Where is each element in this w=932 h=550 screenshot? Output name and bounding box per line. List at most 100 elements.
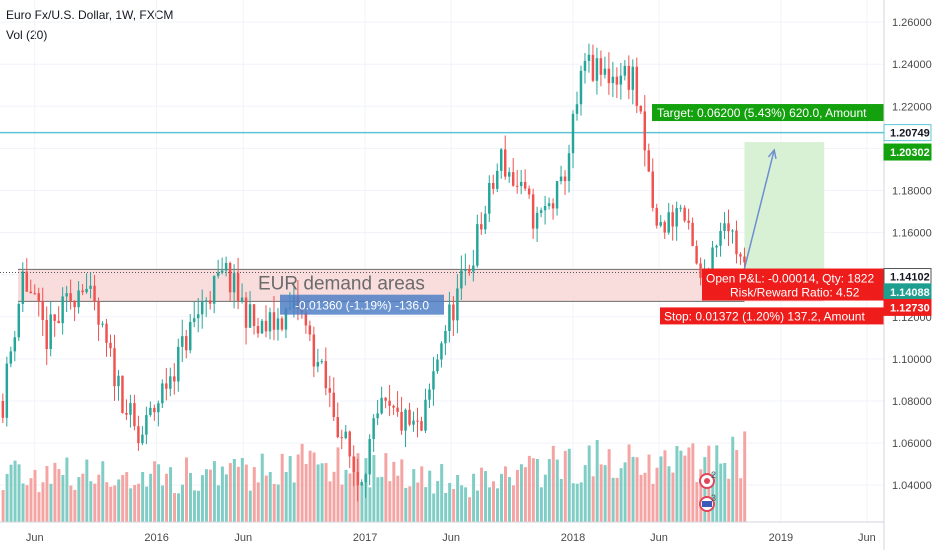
candle-body: [244, 297, 248, 328]
projection-arrow[interactable]: [743, 149, 775, 269]
candle-body: [368, 439, 371, 475]
candle-body: [575, 104, 579, 114]
volume-bar: [448, 482, 452, 522]
volume-bar: [133, 485, 137, 522]
volume-bar: [368, 487, 372, 522]
volume-bar: [49, 483, 53, 522]
candle-body: [268, 312, 272, 332]
candle-body: [699, 263, 702, 278]
candle-body: [29, 291, 32, 294]
volume-bar: [348, 473, 352, 522]
volume-bar: [137, 483, 141, 522]
candle-body: [105, 323, 108, 343]
volume-bar: [396, 475, 400, 522]
target-label-bg: [652, 104, 884, 122]
candle-body: [444, 330, 447, 344]
measure-box: [280, 294, 444, 315]
volume-bar: [543, 474, 547, 522]
candle-body: [460, 270, 463, 289]
candle-body: [651, 171, 654, 208]
price-axis[interactable]: 1.260001.240001.220001.200001.180001.160…: [892, 17, 932, 492]
candle-body: [236, 273, 240, 302]
time-axis[interactable]: Jun 2016 Jun 2017 Jun 2018 Jun 2019 Jun: [26, 532, 876, 544]
stop-label-group[interactable]: Stop: 0.01372 (1.20%) 137.2, Amount: [660, 307, 884, 325]
volume-bar: [372, 455, 376, 522]
candle-body: [61, 296, 64, 324]
volume-bar: [344, 469, 348, 522]
volume-bar: [492, 481, 495, 522]
candle-body: [404, 409, 407, 431]
candle-body: [93, 285, 96, 302]
volume-bar: [464, 487, 468, 522]
candle-body: [715, 245, 718, 248]
volume-bar: [503, 466, 507, 522]
volume-bar: [312, 452, 316, 522]
volume-bar: [731, 436, 735, 522]
volume-bar: [711, 473, 715, 522]
volume-bar: [324, 463, 328, 522]
candle-body: [611, 76, 615, 84]
candle-body: [276, 318, 280, 330]
candle-body: [77, 290, 80, 308]
candle-body: [464, 269, 467, 271]
volume-bar: [679, 450, 683, 522]
candle-body: [527, 188, 531, 195]
candle-body: [567, 153, 571, 182]
candle-body: [408, 409, 411, 425]
candle-body: [547, 203, 551, 207]
open-pnl-label: Open P&L: -0.00014, Qty: 1822: [706, 272, 874, 286]
volume-bar: [611, 477, 615, 522]
candle-body: [109, 342, 112, 349]
candle-body: [125, 412, 128, 415]
candle-body: [424, 399, 427, 431]
volume-bar: [105, 482, 109, 522]
candle-body: [480, 224, 483, 230]
volume-bar: [671, 472, 675, 522]
candle-body: [169, 376, 172, 389]
volume-bar: [125, 472, 129, 522]
volume-bar: [695, 482, 699, 522]
volume-bar: [444, 492, 448, 522]
volume-bar: [663, 450, 667, 522]
volume-bar: [228, 463, 232, 522]
event-badges[interactable]: 2 3: [699, 470, 716, 512]
volume-bar: [272, 484, 276, 522]
volume-bar: [41, 482, 45, 522]
candle-body: [280, 318, 284, 330]
volume-bar: [81, 473, 85, 522]
measure-tool[interactable]: -0.01360 (-1.19%) -136.0: [280, 294, 444, 315]
pnl-label-group[interactable]: Open P&L: -0.00014, Qty: 1822 Risk/Rewar…: [702, 268, 884, 301]
candle-body: [320, 361, 324, 363]
volume-bar: [392, 461, 396, 522]
volume-bar: [420, 466, 424, 522]
price-tick-label: 1.08000: [892, 396, 932, 408]
candle-body: [476, 224, 479, 266]
candle-body: [639, 105, 643, 112]
volume-indicator-label[interactable]: Vol (20): [6, 28, 48, 42]
volume-bar: [583, 465, 587, 522]
volume-bar: [559, 478, 563, 522]
candle-body: [671, 212, 674, 227]
candle-body: [89, 285, 92, 289]
candle-body: [149, 407, 152, 416]
candle-body: [372, 418, 375, 440]
price-tick-label: 1.18000: [892, 185, 932, 197]
candle-body: [260, 320, 264, 334]
volume-bar: [683, 455, 687, 522]
volume-bar: [715, 445, 719, 522]
candle-body: [356, 471, 359, 486]
event-count-2: 3: [711, 493, 716, 503]
volume-bar: [400, 459, 404, 522]
volume-bar: [719, 463, 723, 522]
volume-bar: [607, 449, 611, 522]
candle-body: [535, 212, 539, 229]
candle-body: [579, 70, 583, 105]
candle-body: [555, 181, 559, 209]
candle-body: [583, 60, 587, 71]
candle-body: [360, 482, 363, 486]
candle-body: [384, 397, 387, 401]
target-label-group[interactable]: Target: 0.06200 (5.43%) 620.0, Amount: [652, 104, 884, 122]
price-tick-label: 1.22000: [892, 101, 932, 113]
candle-body: [723, 223, 726, 231]
